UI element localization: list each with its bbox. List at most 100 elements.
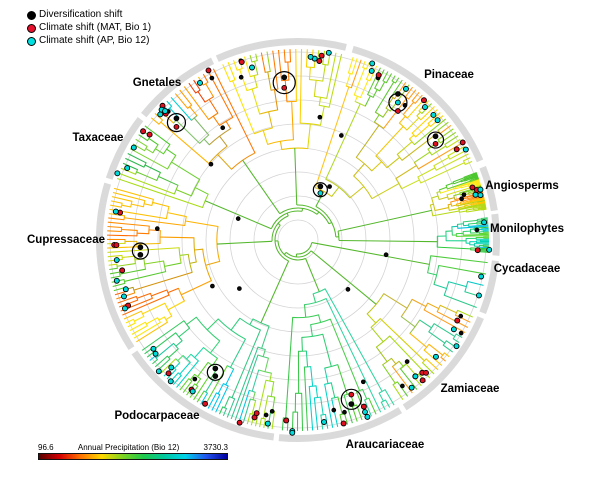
climate-shift-ap-dot bbox=[430, 111, 437, 118]
red-shift-dot bbox=[281, 84, 288, 91]
diversification-shift-dot bbox=[192, 376, 198, 382]
climate-shift-ap-dot bbox=[162, 108, 169, 115]
climate-shift-ap-dot bbox=[189, 388, 196, 395]
climate-shift-ap-dot bbox=[122, 305, 128, 312]
climate-shift-ap-dot bbox=[369, 60, 376, 67]
climate-shift-ap-dot bbox=[249, 64, 255, 71]
legend-item-climate-mat: Climate shift (MAT, Bio 1) bbox=[27, 22, 151, 34]
legend-label: Climate shift (MAT, Bio 1) bbox=[39, 22, 152, 33]
diversification-shift-dot bbox=[331, 407, 337, 413]
climate-shift-ap-dot bbox=[368, 67, 375, 74]
legend-item-diversification: Diversification shift bbox=[27, 9, 151, 21]
diversification-shift-dot bbox=[238, 74, 244, 80]
diversification-shift-dot bbox=[459, 196, 464, 202]
climate-shift-mat-dot bbox=[421, 97, 427, 104]
diversification-shift-dot bbox=[317, 114, 323, 120]
clade-label-taxaceae: Taxaceae bbox=[73, 132, 124, 144]
clade-label-cycadaceae: Cycadaceae bbox=[494, 263, 561, 275]
colorbar-labels: 96.6 Annual Precipitation (Bio 12) 3730.… bbox=[38, 443, 228, 452]
climate-shift-ap-dot bbox=[432, 353, 439, 360]
climate-shift-ap-dot bbox=[422, 104, 428, 111]
climate-shift-ap-dot bbox=[121, 293, 127, 300]
shift-circle bbox=[426, 131, 445, 149]
black-shift-dot bbox=[281, 74, 288, 81]
red-shift-dot bbox=[348, 391, 355, 398]
black-shift-dot bbox=[173, 115, 180, 122]
outer-ring bbox=[95, 38, 500, 442]
diversification-shift-dot bbox=[237, 286, 242, 291]
diversification-shift-icon bbox=[27, 10, 36, 20]
diversification-shift-dot bbox=[360, 379, 366, 385]
climate-shift-ap-dot bbox=[478, 273, 485, 280]
climate-shift-mat-dot bbox=[283, 417, 290, 424]
climate-shift-ap-dot bbox=[412, 373, 419, 380]
black-shift-dot bbox=[317, 183, 324, 190]
climate-shift-ap-dot bbox=[114, 170, 121, 177]
climate-shift-ap-dot bbox=[403, 85, 409, 92]
climate-shift-ap-dot bbox=[264, 420, 271, 427]
climate-shift-mat-dot bbox=[316, 58, 323, 64]
climate-shift-ap-dot bbox=[122, 286, 129, 293]
climate-shift-mat-dot bbox=[340, 420, 347, 427]
climate-shift-mat-dot bbox=[202, 400, 209, 407]
climate-shift-ap-dot bbox=[472, 191, 479, 198]
black-shift-dot bbox=[432, 133, 439, 140]
colorbar: 96.6 Annual Precipitation (Bio 12) 3730.… bbox=[38, 443, 228, 460]
colorbar-title: Annual Precipitation (Bio 12) bbox=[77, 443, 180, 452]
red-shift-dot bbox=[432, 141, 439, 147]
climate-shift-ap-dot bbox=[307, 53, 314, 60]
shift-circle bbox=[131, 242, 149, 260]
climate-shift-mat-dot bbox=[375, 72, 382, 79]
colorbar-gradient bbox=[38, 453, 228, 460]
black-shift-dot bbox=[212, 373, 219, 379]
climate-shift-mat-dot bbox=[360, 403, 367, 410]
black-shift-dot bbox=[395, 91, 401, 97]
climate-shift-ap-dot bbox=[462, 146, 469, 153]
clade-label-monilophytes: Monilophytes bbox=[490, 223, 564, 235]
climate-shift-mat-dot bbox=[146, 131, 153, 138]
legend-label: Diversification shift bbox=[39, 9, 123, 20]
diversification-shift-dot bbox=[235, 216, 241, 221]
climate-shift-mat-dot bbox=[469, 184, 476, 191]
climate-shift-mat-dot bbox=[459, 139, 466, 146]
legend-label: Climate shift (AP, Bio 12) bbox=[39, 35, 150, 46]
climate-shift-ap-dot bbox=[113, 277, 120, 284]
clade-tree-Cycadaceae bbox=[427, 255, 488, 309]
climate-shift-mat-dot bbox=[318, 52, 325, 59]
diversification-shift-dot bbox=[383, 252, 389, 258]
climate-shift-mat-dot bbox=[453, 146, 460, 153]
climate-shift-ap-dot bbox=[434, 117, 441, 124]
diversification-shift-dot bbox=[154, 226, 160, 232]
climate-shift-mat-dot bbox=[236, 419, 243, 426]
diversification-shift-dot bbox=[461, 192, 467, 198]
diversification-shift-dot bbox=[404, 359, 410, 364]
shift-circle bbox=[272, 70, 296, 95]
black-shift-dot bbox=[348, 401, 355, 407]
climate-shift-ap-dot bbox=[364, 413, 371, 420]
black-shift-dot bbox=[137, 251, 144, 258]
black-shift-dot bbox=[137, 244, 144, 251]
clade-label-zamiaceae: Zamiaceae bbox=[441, 383, 500, 395]
black-shift-dot bbox=[212, 365, 219, 372]
climate-shift-mat-dot bbox=[238, 59, 245, 65]
colorbar-max-value: 3730.3 bbox=[203, 443, 228, 452]
shift-circles bbox=[131, 70, 445, 410]
climate-shift-ap-dot bbox=[481, 219, 488, 226]
red-shift-dot bbox=[395, 108, 401, 114]
shift-circle bbox=[166, 112, 187, 133]
climate-shift-mat-dot bbox=[113, 242, 120, 249]
clade-label-gnetales: Gnetales bbox=[133, 77, 182, 89]
clade-tree-Podocarpaceae bbox=[141, 316, 276, 430]
colorbar-min-value: 96.6 bbox=[38, 443, 54, 452]
clade-tree-unlabeled bbox=[222, 49, 343, 151]
climate-shift-mat-dot bbox=[165, 370, 172, 377]
clade-label-podocarpaceae: Podocarpaceae bbox=[114, 410, 199, 422]
climate-shift-ap-dot bbox=[477, 186, 484, 193]
climate-shift-ap-dot bbox=[167, 378, 174, 385]
diversification-shift-dot bbox=[208, 161, 214, 167]
climate-shift-mat-icon bbox=[27, 23, 36, 33]
shift-circle bbox=[312, 182, 328, 198]
climate-shift-ap-dot bbox=[155, 368, 162, 375]
